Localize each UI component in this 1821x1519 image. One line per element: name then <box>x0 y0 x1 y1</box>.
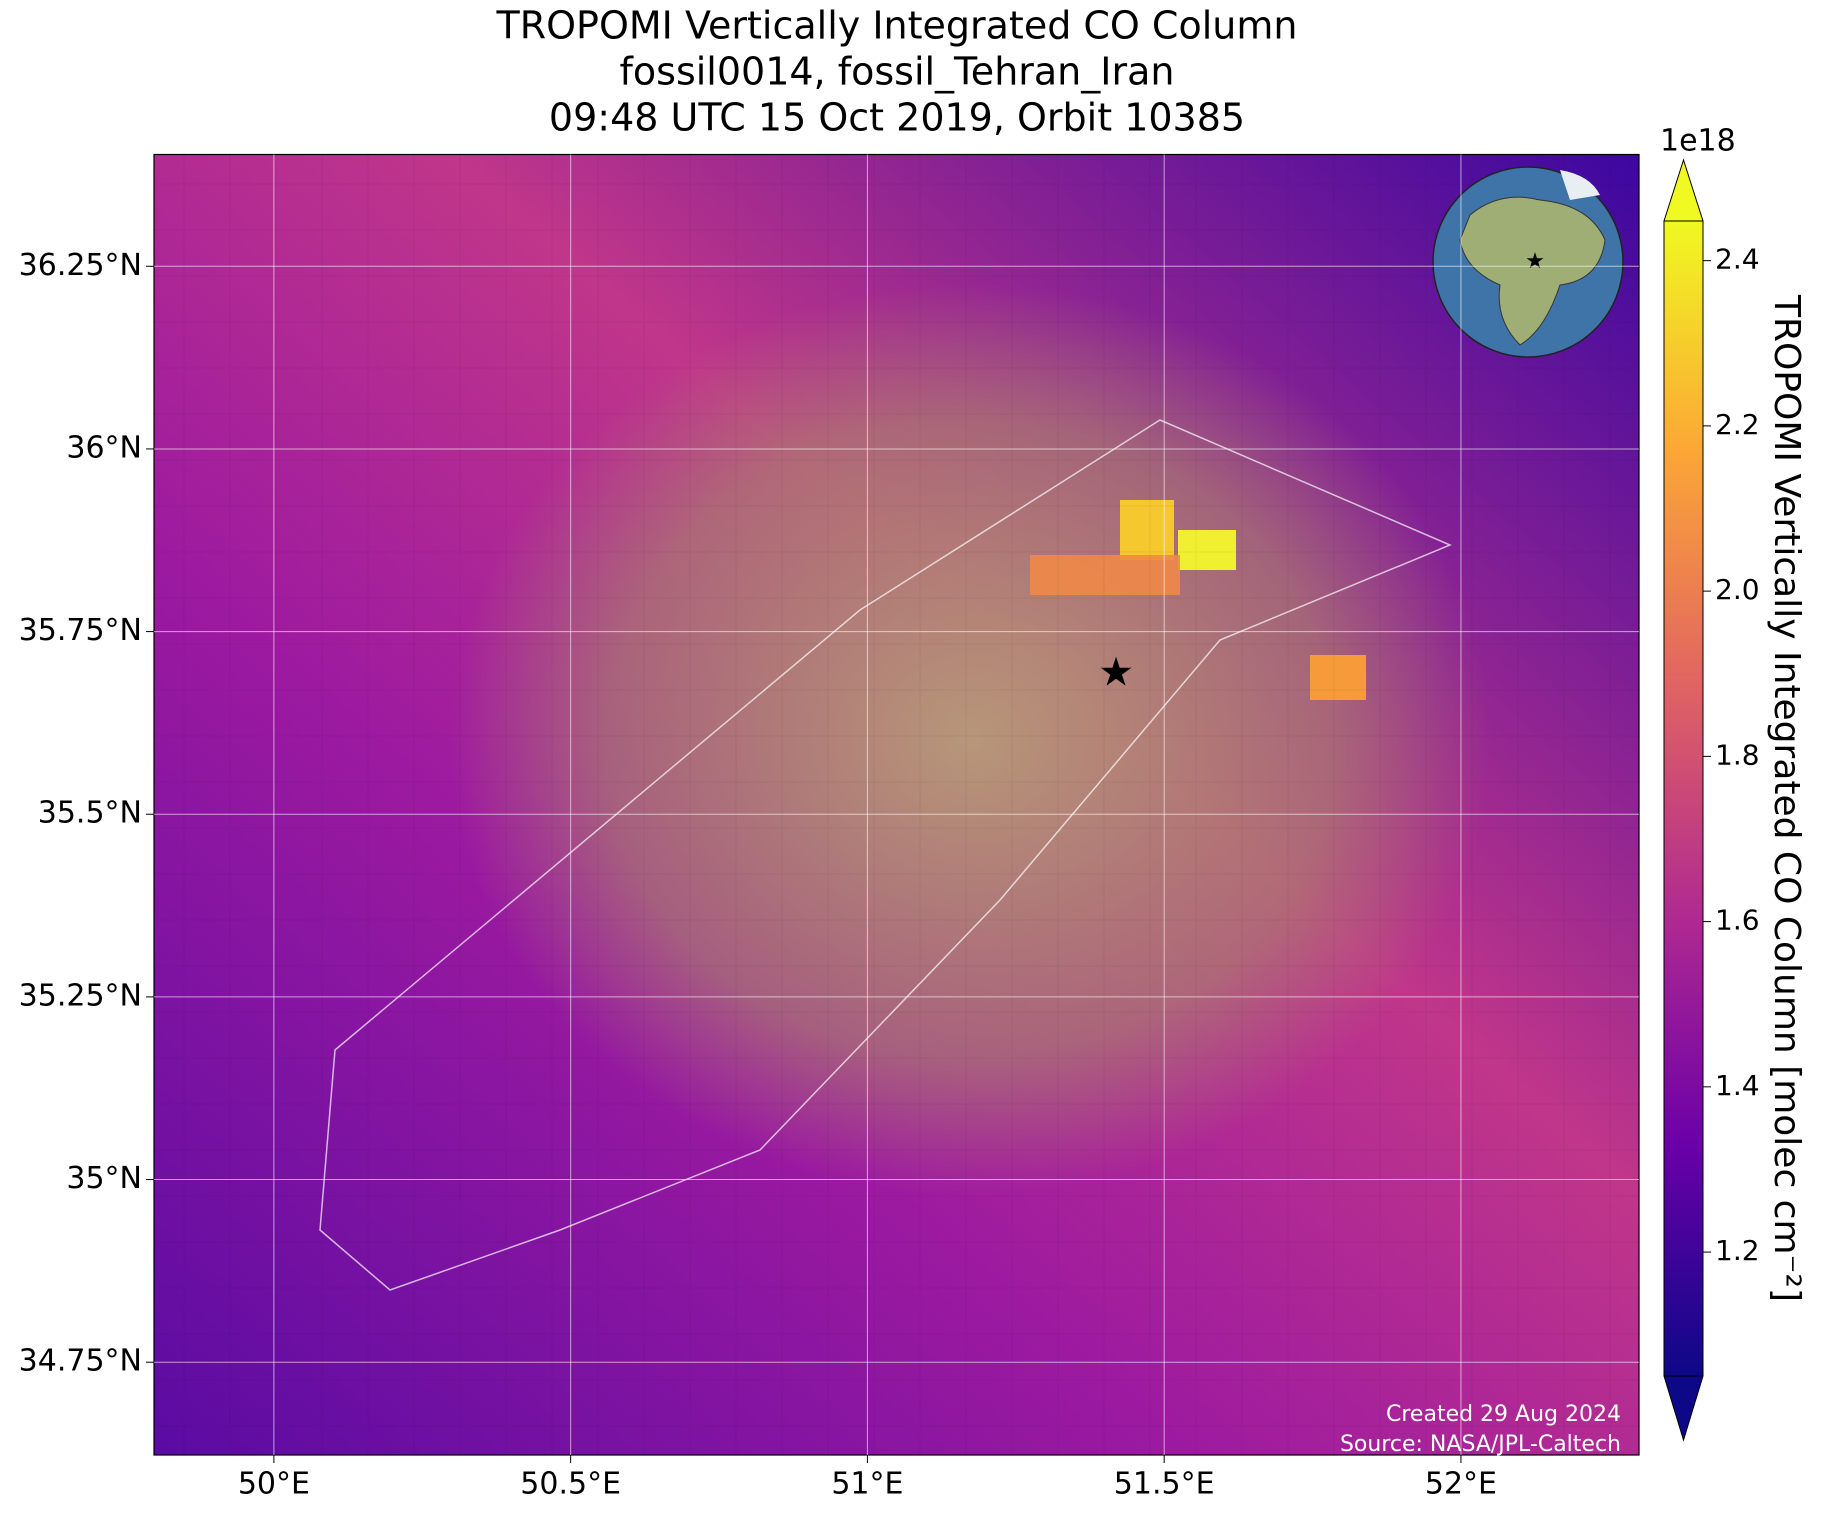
pixel-grid <box>154 154 1639 1455</box>
colorbar-tick-label: 1.6 <box>1715 904 1760 937</box>
y-tick-label: 35°N <box>66 1161 142 1196</box>
plume-outline <box>319 419 1452 1291</box>
x-tick-label: 50.5°E <box>520 1467 621 1502</box>
y-tick-label: 34.75°N <box>19 1344 142 1379</box>
colorbar-tick-label: 2.4 <box>1715 243 1760 276</box>
colorbar-tick-label: 1.8 <box>1715 738 1760 771</box>
y-tick-label: 36°N <box>66 430 142 465</box>
inset-globe <box>1432 166 1624 358</box>
colorbar-exponent: 1e18 <box>1660 124 1736 159</box>
colorbar-tick-label: 2.2 <box>1715 408 1760 441</box>
colorbar-frame <box>1663 220 1704 1377</box>
ice <box>1560 170 1600 200</box>
colorbar <box>1664 221 1703 1376</box>
colorbar-extend-bottom <box>1663 1375 1704 1442</box>
site-marker: ★ <box>1098 650 1134 696</box>
globe-marker: ★ <box>1525 249 1545 274</box>
map-imagery <box>154 154 1639 1455</box>
colorbar-tick-label: 2.0 <box>1715 573 1760 606</box>
colorbar-label: TROPOMI Vertically Integrated CO Column … <box>1766 294 1807 1302</box>
credit-text: Source: NASA/JPL-Caltech <box>1340 1432 1621 1457</box>
y-tick-label: 35.5°N <box>38 796 142 831</box>
y-tick-label: 35.25°N <box>19 978 142 1013</box>
colorbar-tick-label: 1.4 <box>1715 1069 1760 1102</box>
y-tick-label: 35.75°N <box>19 613 142 648</box>
map-frame <box>153 153 1640 1456</box>
x-tick-label: 51.5°E <box>1114 1467 1215 1502</box>
colorbar-tick-label: 1.2 <box>1715 1234 1760 1267</box>
chart-title: fossil0014, fossil_Tehran_Iran <box>620 50 1175 94</box>
chart-title: 09:48 UTC 15 Oct 2019, Orbit 10385 <box>549 96 1245 140</box>
y-tick-label: 36.25°N <box>19 248 142 283</box>
chart-title: TROPOMI Vertically Integrated CO Column <box>496 4 1298 48</box>
continent <box>1459 196 1606 346</box>
x-tick-label: 51°E <box>831 1467 903 1502</box>
credit-text: Created 29 Aug 2024 <box>1386 1402 1621 1427</box>
colorbar-extend-top <box>1663 158 1704 222</box>
x-tick-label: 50°E <box>238 1467 310 1502</box>
x-tick-label: 52°E <box>1425 1467 1497 1502</box>
